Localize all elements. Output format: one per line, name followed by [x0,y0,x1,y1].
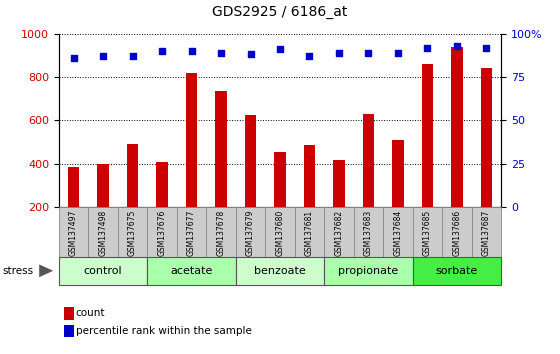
Bar [422,64,433,207]
Text: GSM137497: GSM137497 [69,210,78,256]
Text: stress: stress [3,266,34,276]
Text: GDS2925 / 6186_at: GDS2925 / 6186_at [212,5,348,19]
FancyBboxPatch shape [236,257,324,285]
Bar [97,164,109,207]
Text: GSM137498: GSM137498 [99,210,108,256]
Text: GSM137675: GSM137675 [128,210,137,256]
Point [364,50,373,56]
FancyBboxPatch shape [236,207,265,257]
FancyBboxPatch shape [59,207,88,257]
Bar [68,167,80,207]
Text: count: count [76,308,105,318]
Point [482,45,491,50]
Point [187,48,196,54]
Point [157,48,166,54]
Bar [480,68,492,207]
Text: acetate: acetate [170,266,213,276]
Bar [392,140,404,207]
Bar [451,47,463,207]
Text: control: control [84,266,122,276]
Text: GSM137681: GSM137681 [305,210,314,256]
FancyBboxPatch shape [383,207,413,257]
Bar [274,152,286,207]
Bar [156,161,168,207]
FancyBboxPatch shape [324,257,413,285]
Text: GSM137685: GSM137685 [423,210,432,256]
Bar [333,160,345,207]
Point [217,50,226,56]
Text: GSM137682: GSM137682 [334,210,343,256]
FancyBboxPatch shape [88,207,118,257]
Point [423,45,432,50]
Bar [362,114,375,207]
Text: GSM137684: GSM137684 [394,210,403,256]
Point [305,53,314,59]
FancyBboxPatch shape [147,257,236,285]
Bar [215,91,227,207]
Text: sorbate: sorbate [436,266,478,276]
FancyBboxPatch shape [295,207,324,257]
FancyBboxPatch shape [413,257,501,285]
Point [128,53,137,59]
Point [246,52,255,57]
Bar [127,144,138,207]
Text: propionate: propionate [338,266,399,276]
Bar [304,145,315,207]
Point [394,50,403,56]
FancyBboxPatch shape [265,207,295,257]
FancyBboxPatch shape [442,207,472,257]
Text: percentile rank within the sample: percentile rank within the sample [76,326,251,336]
FancyBboxPatch shape [59,257,147,285]
FancyBboxPatch shape [177,207,206,257]
FancyBboxPatch shape [472,207,501,257]
Text: GSM137680: GSM137680 [276,210,284,256]
FancyBboxPatch shape [206,207,236,257]
Text: GSM137683: GSM137683 [364,210,373,256]
Bar [245,115,256,207]
Text: GSM137677: GSM137677 [187,210,196,256]
Bar [185,73,198,207]
Point [452,43,461,48]
FancyBboxPatch shape [413,207,442,257]
Text: GSM137686: GSM137686 [452,210,461,256]
Text: GSM137676: GSM137676 [157,210,166,256]
FancyBboxPatch shape [324,207,354,257]
Point [334,50,343,56]
FancyBboxPatch shape [354,207,383,257]
Text: benzoate: benzoate [254,266,306,276]
Point [276,46,284,52]
Text: GSM137679: GSM137679 [246,210,255,256]
Point [69,55,78,61]
Text: GSM137687: GSM137687 [482,210,491,256]
FancyBboxPatch shape [118,207,147,257]
FancyBboxPatch shape [147,207,177,257]
Point [99,53,108,59]
Text: GSM137678: GSM137678 [217,210,226,256]
